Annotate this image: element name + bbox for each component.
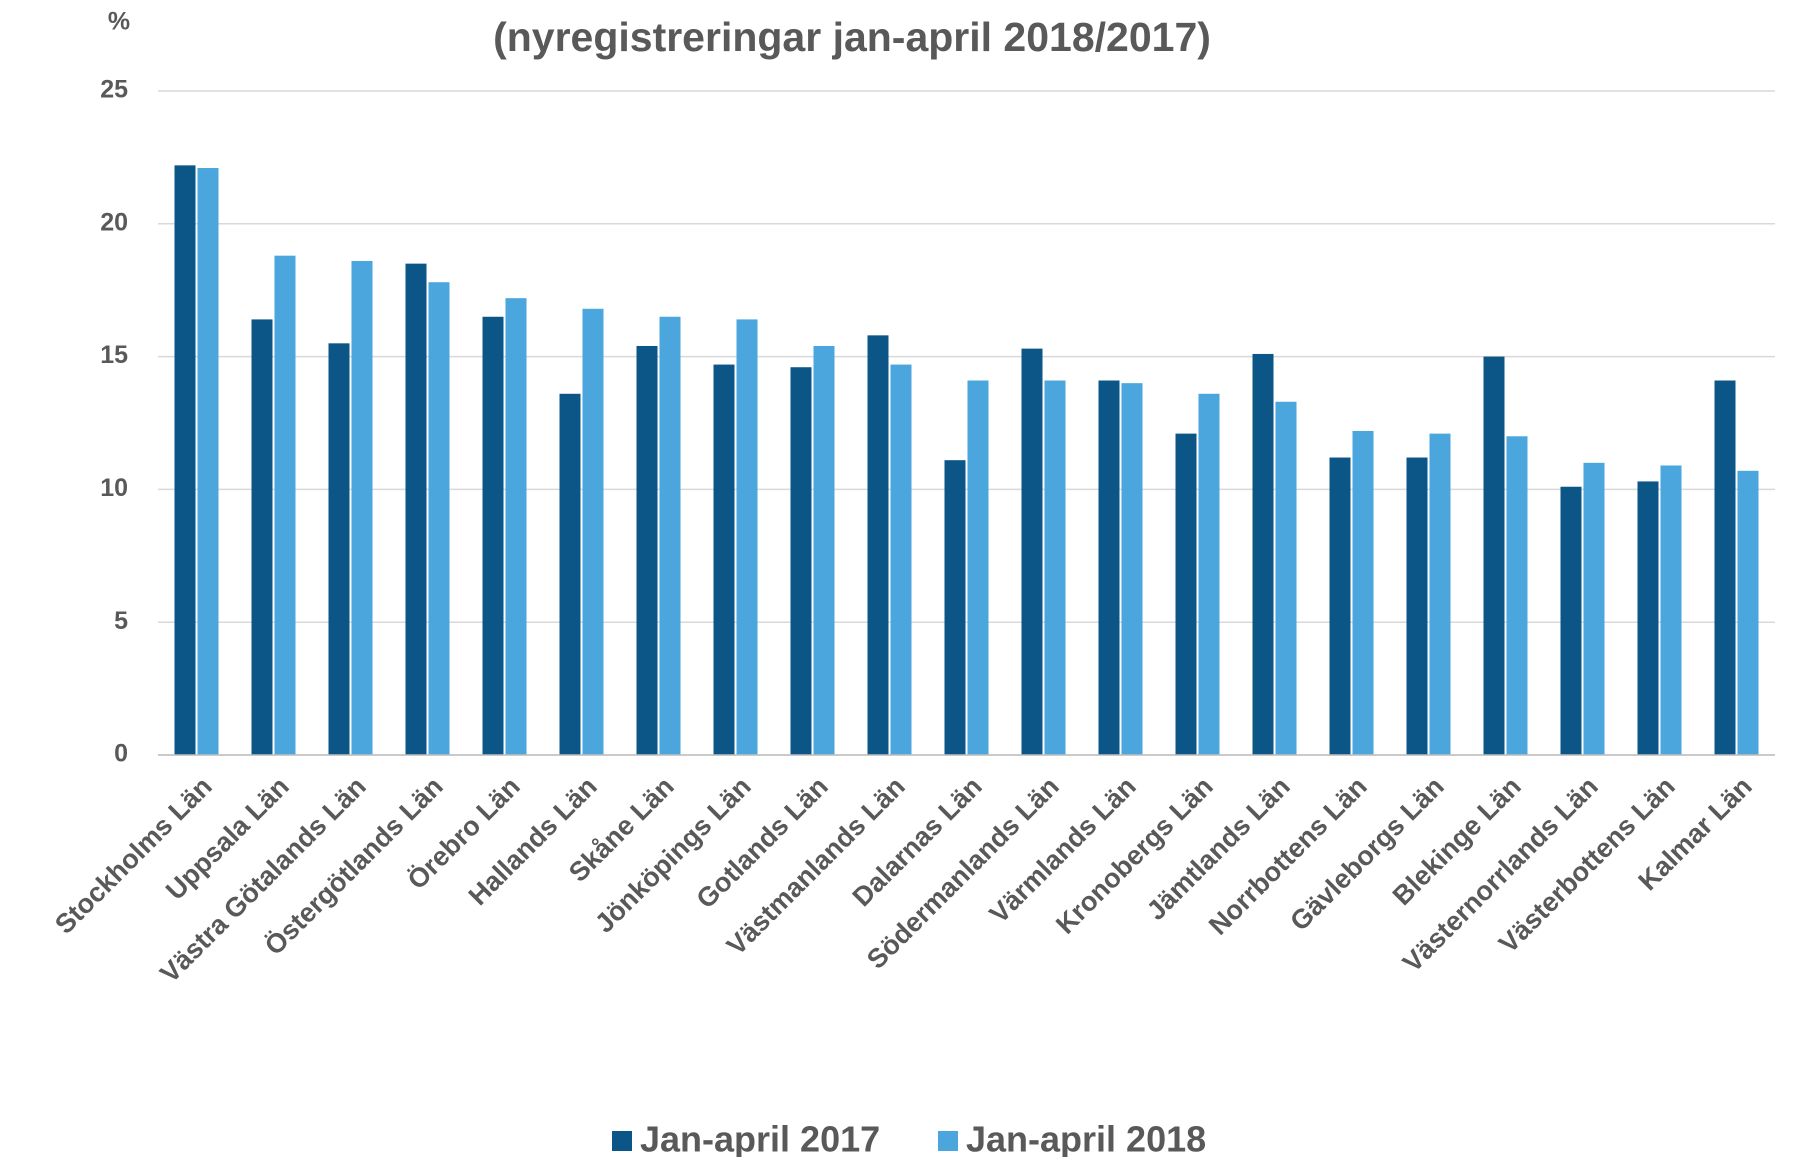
y-tick-label: 5 [114, 607, 128, 635]
bar [1637, 481, 1659, 755]
bar [813, 345, 835, 755]
bar [1021, 348, 1043, 755]
bar [736, 319, 758, 755]
legend-swatch [938, 1131, 958, 1151]
bar [559, 393, 581, 755]
bar [1406, 457, 1428, 755]
bar [405, 263, 427, 755]
y-tick-label: 0 [114, 740, 128, 768]
bar [328, 343, 350, 755]
legend-label: Jan-april 2018 [966, 1119, 1206, 1157]
y-axis-label: % [108, 8, 130, 36]
bar [1583, 462, 1605, 755]
bar [713, 364, 735, 755]
bar [274, 255, 296, 755]
legend-label: Jan-april 2017 [640, 1119, 880, 1157]
bar [251, 319, 273, 755]
bar [1483, 356, 1505, 755]
y-tick-label: 10 [100, 474, 128, 502]
legend-swatch [612, 1131, 632, 1151]
bar [659, 316, 681, 755]
bar [1352, 430, 1374, 755]
bar [1098, 380, 1120, 755]
bar [1044, 380, 1066, 755]
y-tick-label: 20 [100, 208, 128, 236]
bar [582, 308, 604, 755]
bar [482, 316, 504, 755]
x-tick-label: Gotlands Län [691, 771, 834, 914]
bar [1429, 433, 1451, 755]
bar [1275, 401, 1297, 755]
bar [505, 298, 527, 755]
bar [1121, 383, 1143, 755]
bar [174, 165, 196, 756]
bar [1175, 433, 1197, 755]
y-tick-label: 25 [100, 76, 128, 104]
bar [867, 335, 889, 755]
chart-title: (nyregistreringar jan-april 2018/2017) [493, 14, 1211, 60]
bar [1506, 436, 1528, 755]
bar [944, 460, 966, 755]
bar [636, 345, 658, 755]
bar [967, 380, 989, 755]
bar [890, 364, 912, 755]
bar [1560, 486, 1582, 755]
bar [1252, 353, 1274, 755]
bar [428, 282, 450, 755]
bar [351, 260, 373, 755]
bar [790, 367, 812, 755]
bar [1714, 380, 1736, 755]
bar [1329, 457, 1351, 755]
bar [1737, 470, 1759, 755]
bar [1660, 465, 1682, 755]
bar [197, 168, 219, 756]
x-tick-label: Jämtlands Län [1141, 771, 1296, 926]
y-tick-label: 15 [100, 341, 128, 369]
bar [1198, 393, 1220, 755]
